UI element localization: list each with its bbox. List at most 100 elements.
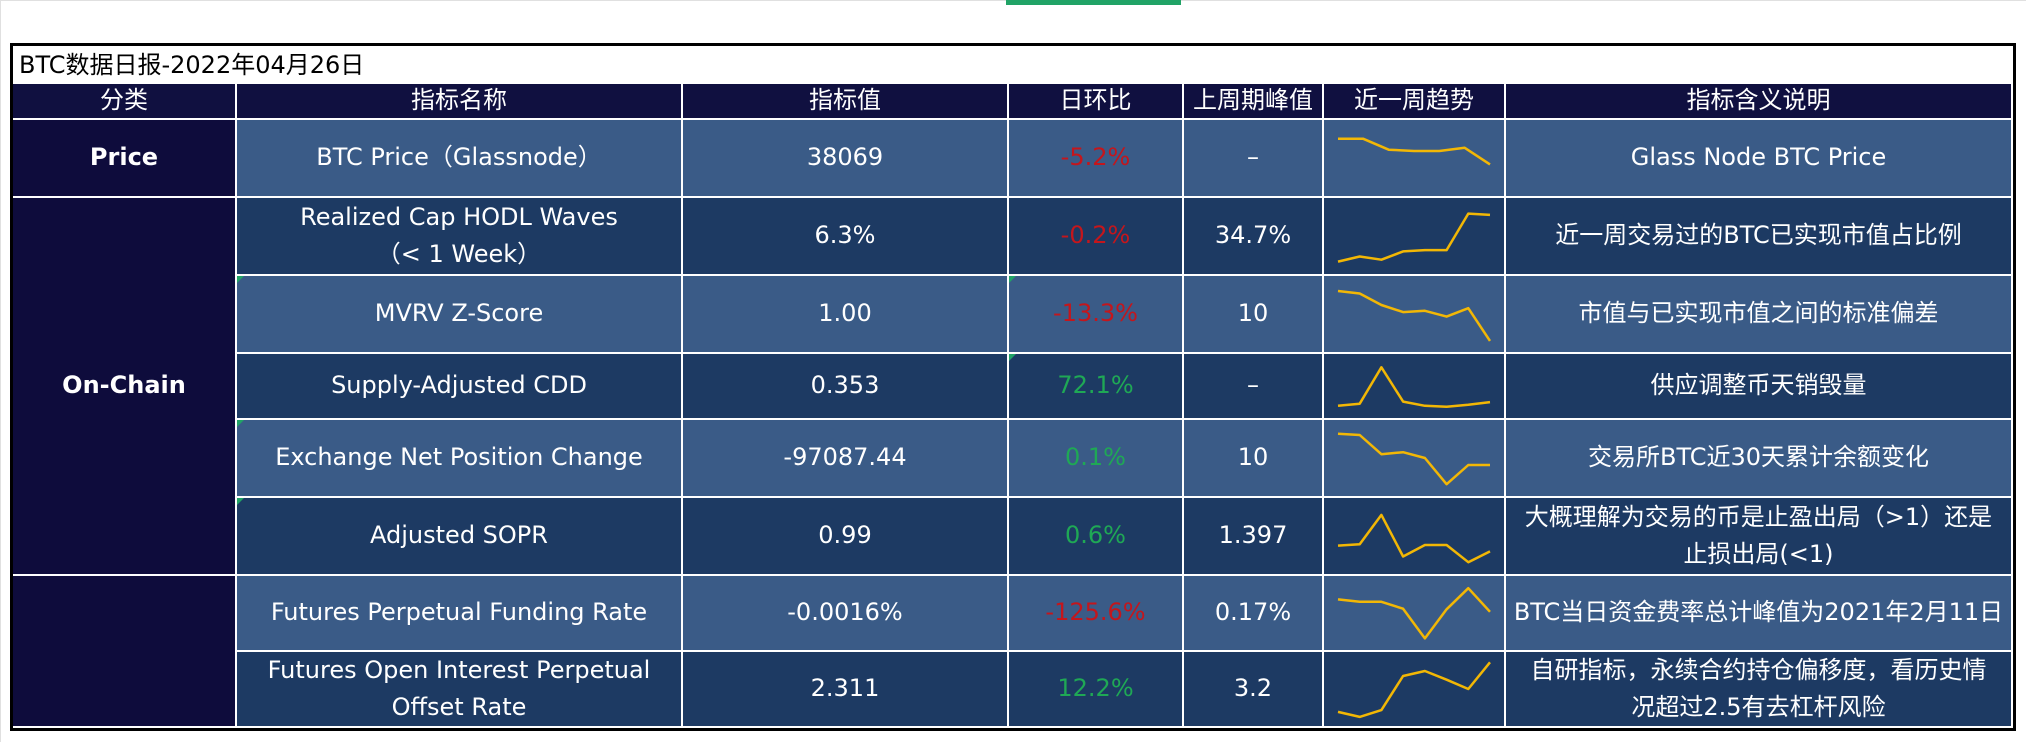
description-cell-text: 供应调整币天销毁量 bbox=[1651, 367, 1867, 404]
indicator-name-cell[interactable]: MVRV Z-Score bbox=[237, 276, 683, 354]
indicator-value-cell[interactable]: 2.311 bbox=[683, 652, 1009, 728]
prev-peak-cell-text: 34.7% bbox=[1215, 217, 1291, 254]
sparkline-series bbox=[1338, 137, 1491, 166]
day-change-cell-line: -125.6% bbox=[1045, 598, 1146, 627]
indicator-name-cell-line: Realized Cap HODL Waves bbox=[300, 202, 618, 231]
description-cell-text: 近一周交易过的BTC已实现市值占比例 bbox=[1555, 217, 1961, 254]
description-cell-line: Glass Node BTC Price bbox=[1630, 143, 1887, 172]
week-trend-sparkline-cell[interactable] bbox=[1324, 652, 1506, 728]
cell-comment-marker[interactable] bbox=[1009, 354, 1016, 361]
category-futures[interactable] bbox=[13, 576, 237, 728]
day-change-cell-text: -13.3% bbox=[1053, 295, 1138, 332]
header-category[interactable]: 分类 bbox=[13, 84, 237, 120]
prev-peak-cell[interactable]: 3.2 bbox=[1184, 652, 1324, 728]
indicator-value-cell[interactable]: 38069 bbox=[683, 120, 1009, 198]
indicator-value-cell[interactable]: -0.0016% bbox=[683, 576, 1009, 652]
indicator-name-cell[interactable]: Realized Cap HODL Waves （< 1 Week） bbox=[237, 198, 683, 276]
sparkline-series bbox=[1337, 366, 1491, 409]
week-trend-sparkline-cell[interactable] bbox=[1324, 576, 1506, 652]
description-cell-line: BTC当日资金费率总计峰值为2021年2月11日 bbox=[1513, 598, 2004, 627]
prev-peak-cell[interactable]: 34.7% bbox=[1184, 198, 1324, 276]
week-trend-sparkline-cell[interactable] bbox=[1324, 276, 1506, 354]
indicator-name-cell[interactable]: BTC Price（Glassnode） bbox=[237, 120, 683, 198]
cell-comment-marker[interactable] bbox=[237, 420, 244, 427]
day-change-cell[interactable]: -5.2% bbox=[1009, 120, 1184, 198]
header-day-change[interactable]: 日环比 bbox=[1009, 84, 1184, 120]
prev-peak-cell[interactable]: – bbox=[1184, 120, 1324, 198]
prev-peak-cell-text: 10 bbox=[1238, 439, 1269, 476]
indicator-value-cell-line: 38069 bbox=[806, 143, 884, 172]
category-on-chain[interactable]: On-Chain bbox=[13, 198, 237, 576]
sparkline-svg bbox=[1337, 513, 1491, 564]
indicator-name-cell-text: MVRV Z-Score bbox=[375, 295, 543, 332]
day-change-cell-line: 12.2% bbox=[1057, 674, 1134, 703]
indicator-value-cell[interactable]: 0.353 bbox=[683, 354, 1009, 420]
prev-peak-cell-text: 0.17% bbox=[1215, 594, 1291, 631]
prev-peak-cell[interactable]: 10 bbox=[1184, 420, 1324, 498]
description-cell[interactable]: 近一周交易过的BTC已实现市值占比例 bbox=[1506, 198, 2013, 276]
cell-comment-marker[interactable] bbox=[237, 498, 244, 505]
prev-peak-cell[interactable]: – bbox=[1184, 354, 1324, 420]
indicator-name-cell-line: Futures Perpetual Funding Rate bbox=[270, 598, 648, 627]
indicator-value-cell-text: 0.99 bbox=[818, 517, 871, 554]
cell-comment-marker[interactable] bbox=[1009, 276, 1016, 283]
sparkline-series bbox=[1337, 661, 1491, 719]
description-cell[interactable]: BTC当日资金费率总计峰值为2021年2月11日 bbox=[1506, 576, 2013, 652]
prev-peak-cell-line: 1.397 bbox=[1218, 521, 1288, 550]
prev-peak-cell[interactable]: 1.397 bbox=[1184, 498, 1324, 576]
indicator-value-cell[interactable]: -97087.44 bbox=[683, 420, 1009, 498]
week-trend-sparkline-cell[interactable] bbox=[1324, 198, 1506, 276]
header-prev-peak[interactable]: 上周期峰值 bbox=[1184, 84, 1324, 120]
description-cell[interactable]: 交易所BTC近30天累计余额变化 bbox=[1506, 420, 2013, 498]
description-cell[interactable]: 市值与已实现市值之间的标准偏差 bbox=[1506, 276, 2013, 354]
indicator-value-cell-text: -97087.44 bbox=[783, 439, 906, 476]
indicator-value-cell[interactable]: 1.00 bbox=[683, 276, 1009, 354]
prev-peak-cell-line: 10 bbox=[1237, 443, 1269, 472]
header-indicator-name[interactable]: 指标名称 bbox=[237, 84, 683, 120]
week-trend-sparkline-cell[interactable] bbox=[1324, 498, 1506, 576]
indicator-name-cell[interactable]: Adjusted SOPR bbox=[237, 498, 683, 576]
description-cell[interactable]: Glass Node BTC Price bbox=[1506, 120, 2013, 198]
cell-comment-marker[interactable] bbox=[237, 276, 244, 283]
day-change-cell[interactable]: 72.1% bbox=[1009, 354, 1184, 420]
day-change-cell[interactable]: 0.1% bbox=[1009, 420, 1184, 498]
indicator-name-cell[interactable]: Supply-Adjusted CDD bbox=[237, 354, 683, 420]
day-change-cell[interactable]: 0.6% bbox=[1009, 498, 1184, 576]
day-change-cell-text: -0.2% bbox=[1061, 217, 1131, 254]
indicator-name-cell-line: MVRV Z-Score bbox=[374, 299, 544, 328]
report-title[interactable]: BTC数据日报-2022年04月26日 bbox=[13, 46, 2013, 84]
prev-peak-cell[interactable]: 10 bbox=[1184, 276, 1324, 354]
indicator-name-cell[interactable]: Exchange Net Position Change bbox=[237, 420, 683, 498]
day-change-cell-line: -13.3% bbox=[1053, 299, 1138, 328]
day-change-cell[interactable]: 12.2% bbox=[1009, 652, 1184, 728]
indicator-value-cell[interactable]: 0.99 bbox=[683, 498, 1009, 576]
sparkline-series bbox=[1337, 432, 1490, 486]
indicator-value-cell[interactable]: 6.3% bbox=[683, 198, 1009, 276]
indicator-value-cell-text: 1.00 bbox=[818, 295, 871, 332]
week-trend-sparkline-cell[interactable] bbox=[1324, 354, 1506, 420]
indicator-name-cell-line: Adjusted SOPR bbox=[370, 521, 548, 550]
header-indicator-value[interactable]: 指标值 bbox=[683, 84, 1009, 120]
prev-peak-cell-line: 3.2 bbox=[1233, 674, 1273, 703]
indicator-name-cell[interactable]: Futures Open Interest Perpetual Offset Ra… bbox=[237, 652, 683, 728]
category-price[interactable]: Price bbox=[13, 120, 237, 198]
description-cell[interactable]: 自研指标，永续合约持仓偏移度，看历史情 况超过2.5有去杠杆风险 bbox=[1506, 652, 2013, 728]
indicator-name-cell[interactable]: Futures Perpetual Funding Rate bbox=[237, 576, 683, 652]
prev-peak-cell-line: – bbox=[1247, 143, 1259, 172]
description-cell[interactable]: 供应调整币天销毁量 bbox=[1506, 354, 2013, 420]
day-change-cell-line: 72.1% bbox=[1057, 371, 1134, 400]
indicator-value-cell-line: 1.00 bbox=[818, 299, 872, 328]
day-change-cell[interactable]: -13.3% bbox=[1009, 276, 1184, 354]
header-description[interactable]: 指标含义说明 bbox=[1506, 84, 2013, 120]
week-trend-sparkline-cell[interactable] bbox=[1324, 420, 1506, 498]
description-cell-line: 市值与已实现市值之间的标准偏差 bbox=[1578, 299, 1939, 328]
day-change-cell[interactable]: -0.2% bbox=[1009, 198, 1184, 276]
active-column-indicator bbox=[1006, 0, 1181, 5]
week-trend-sparkline-cell[interactable] bbox=[1324, 120, 1506, 198]
description-cell[interactable]: 大概理解为交易的币是止盈出局（>1）还是 止损出局(<1) bbox=[1506, 498, 2013, 576]
day-change-cell[interactable]: -125.6% bbox=[1009, 576, 1184, 652]
indicator-value-cell-line: 2.311 bbox=[810, 674, 880, 703]
indicator-name-cell-line: Exchange Net Position Change bbox=[275, 443, 643, 472]
prev-peak-cell[interactable]: 0.17% bbox=[1184, 576, 1324, 652]
header-week-trend[interactable]: 近一周趋势 bbox=[1324, 84, 1506, 120]
